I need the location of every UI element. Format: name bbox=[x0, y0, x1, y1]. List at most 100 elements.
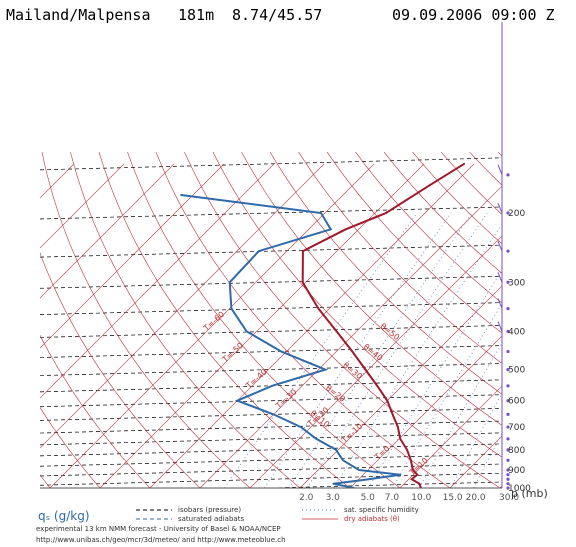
wind-barb-900 bbox=[506, 468, 510, 472]
wind-barb-850 bbox=[506, 458, 510, 462]
forecast-datetime: 09.09.2006 09:00 Z bbox=[392, 6, 555, 24]
pressure-tick-200: 200 bbox=[508, 209, 525, 219]
pressure-tick-500: 500 bbox=[508, 366, 525, 376]
temperature-point-10 bbox=[386, 399, 389, 402]
dewpoint-point-20 bbox=[180, 194, 182, 196]
legend-specific-humidity: sat. specific humidity bbox=[344, 506, 419, 514]
dry-adiabat-0 bbox=[98, 152, 351, 488]
temperature-point-16 bbox=[301, 281, 304, 284]
humidity-line-10 bbox=[418, 342, 502, 488]
wind-barb-500 bbox=[506, 367, 510, 372]
wind-barb-800 bbox=[506, 448, 510, 452]
wind-barb-staff-300 bbox=[497, 272, 503, 283]
isobar-300 bbox=[40, 275, 502, 289]
humidity-line-3 bbox=[333, 223, 502, 488]
humidity-tick-10: 10.0 bbox=[411, 493, 431, 503]
temperature-point-11 bbox=[376, 384, 379, 387]
dry-adiabat-100 bbox=[383, 151, 502, 274]
station-name: Mailand/Malpensa bbox=[6, 6, 151, 24]
pressure-tick-labels: 200 300 400 500 600 700 800 900 1000 bbox=[508, 209, 531, 494]
legend-dry-adiabats: dry adiabats (θ) bbox=[344, 515, 400, 523]
temperature-point-13 bbox=[351, 350, 354, 353]
dewpoint-point-9 bbox=[272, 413, 275, 416]
y-axis-label: p (mb) bbox=[511, 487, 548, 500]
wind-barb-1000 bbox=[506, 486, 510, 490]
humidity-line-2 bbox=[306, 212, 488, 488]
dry-adiabat--40 bbox=[40, 334, 151, 488]
isobar-250 bbox=[40, 244, 502, 258]
dewpoint-point-3 bbox=[399, 473, 402, 476]
isobar-600 bbox=[40, 394, 502, 408]
dewpoint-point-8 bbox=[300, 426, 302, 428]
dry-adiabat--20 bbox=[41, 152, 251, 488]
isobar-400 bbox=[40, 325, 502, 338]
isotherm--40 bbox=[149, 163, 475, 488]
dewpoint-point-6 bbox=[335, 449, 337, 451]
isotherm-layer bbox=[40, 163, 502, 488]
wind-barb-350 bbox=[506, 307, 510, 311]
isotherm--60 bbox=[49, 163, 375, 488]
isobar-150 bbox=[40, 157, 502, 171]
temperature-point-17 bbox=[302, 250, 304, 253]
humidity-tick-2: 2.0 bbox=[299, 493, 314, 503]
dry-adiabat-80 bbox=[326, 151, 502, 334]
wind-barb-staff-200 bbox=[497, 202, 503, 214]
station-elevation: 181m bbox=[178, 6, 214, 24]
temperature-point-3 bbox=[416, 473, 419, 476]
humidity-tick-labels: 2.0 3.0 5.0 7.0 10.0 15.0 20.0 30.0 bbox=[299, 493, 519, 503]
temperature-point-7 bbox=[399, 437, 402, 440]
dewpoint-point-15 bbox=[230, 307, 233, 310]
dry-adiabat-60 bbox=[269, 151, 502, 395]
temperature-point-9 bbox=[391, 413, 394, 416]
dry-adiabat-30 bbox=[184, 151, 501, 488]
isobar-700 bbox=[40, 420, 502, 434]
dry-adiabat-140 bbox=[497, 151, 502, 157]
dewpoint-point-16 bbox=[228, 281, 231, 284]
temperature-point-5 bbox=[409, 459, 412, 462]
pressure-tick-1000: 1000 bbox=[508, 484, 531, 494]
wind-barb-200 bbox=[506, 211, 510, 215]
wind-barb-950 bbox=[506, 477, 510, 481]
wind-barb-600 bbox=[506, 399, 510, 403]
pressure-tick-600: 600 bbox=[508, 397, 525, 407]
footer-urls: http://www.unibas.ch/geo/mcr/3d/meteo/ a… bbox=[36, 536, 286, 544]
wind-barb-250 bbox=[506, 249, 510, 253]
isobar-layer bbox=[40, 157, 502, 488]
dewpoint-point-13 bbox=[280, 350, 283, 353]
sounding-series-layer bbox=[180, 162, 466, 488]
footer-credit: experimental 13 km NMM forecast - Univer… bbox=[36, 525, 281, 533]
pressure-tick-300: 300 bbox=[508, 278, 525, 288]
dewpoint-point-7 bbox=[315, 437, 318, 440]
wind-barb-staff-250 bbox=[497, 240, 503, 252]
temperature-point-19 bbox=[385, 212, 387, 214]
dry-adiabat-90 bbox=[355, 151, 502, 304]
wind-barb-925 bbox=[506, 473, 510, 477]
temperature-point-8 bbox=[397, 426, 399, 428]
pressure-tick-700: 700 bbox=[508, 423, 525, 433]
isotherm--30 bbox=[199, 185, 502, 488]
humidity-tick-5: 5.0 bbox=[361, 493, 376, 503]
wind-barb-550 bbox=[506, 384, 510, 388]
wind-barb-300 bbox=[506, 280, 510, 284]
isotherm-label-3: T=-30 bbox=[274, 387, 299, 411]
legend-sat-adiabats: saturated adiabats bbox=[178, 515, 244, 523]
wind-barb-450 bbox=[506, 349, 510, 354]
wind-barb-160 bbox=[506, 173, 510, 177]
isotherm--20 bbox=[249, 235, 502, 488]
dry-adiabat-20 bbox=[155, 151, 451, 488]
dry-adiabat--10 bbox=[70, 152, 301, 488]
adiabat-label-1: θ=40 bbox=[362, 342, 385, 363]
temperature-point-12 bbox=[364, 368, 367, 371]
isotherm-label-2: T=-40 bbox=[244, 367, 269, 391]
wind-barb-975 bbox=[506, 482, 510, 486]
dewpoint-point-4 bbox=[358, 469, 360, 471]
wind-barb-400 bbox=[506, 329, 510, 334]
wind-barb-staff-350 bbox=[497, 298, 503, 309]
dewpoint-point-5 bbox=[341, 459, 344, 462]
pressure-tick-900: 900 bbox=[508, 466, 525, 476]
isotherm--50 bbox=[99, 163, 425, 488]
isobar-750 bbox=[40, 432, 502, 446]
isotherm-0 bbox=[349, 335, 502, 488]
dry-adiabat--50 bbox=[40, 406, 101, 488]
